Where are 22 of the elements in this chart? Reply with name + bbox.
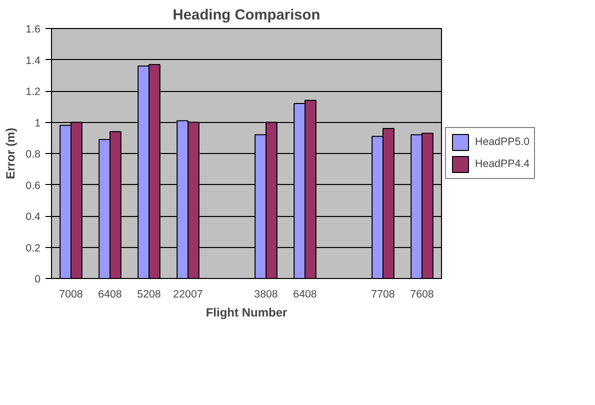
x-tick-label: 7008 — [59, 288, 83, 300]
x-tick-label: 6408 — [98, 288, 122, 300]
x-tick-label: 5208 — [137, 288, 161, 300]
y-tick-label: 0 — [34, 274, 41, 286]
x-tick-label: 7708 — [371, 288, 395, 300]
y-tick-label: 0.8 — [26, 148, 41, 160]
y-axis-title: Error (m) — [4, 128, 18, 180]
y-tick-label: 1.4 — [26, 54, 41, 67]
legend-label: HeadPP5.0 — [475, 136, 530, 148]
x-tick-label: 7608 — [410, 288, 434, 300]
y-tick-label: 1.2 — [26, 86, 41, 98]
y-tick-label: 1.6 — [26, 24, 41, 36]
chart-title: Heading Comparison — [172, 8, 320, 24]
x-tick-label: 22007 — [173, 288, 203, 300]
y-tick-label: 0.4 — [26, 211, 41, 223]
x-tick-label: 6408 — [293, 288, 317, 300]
x-axis-title: Flight Number — [206, 306, 288, 320]
x-tick-label: 3808 — [254, 288, 278, 300]
y-tick-label: 0.2 — [26, 242, 41, 254]
legend-label: HeadPP4.4 — [475, 158, 530, 170]
y-tick-label: 1 — [34, 117, 41, 130]
y-tick-label: 0.6 — [26, 180, 41, 192]
